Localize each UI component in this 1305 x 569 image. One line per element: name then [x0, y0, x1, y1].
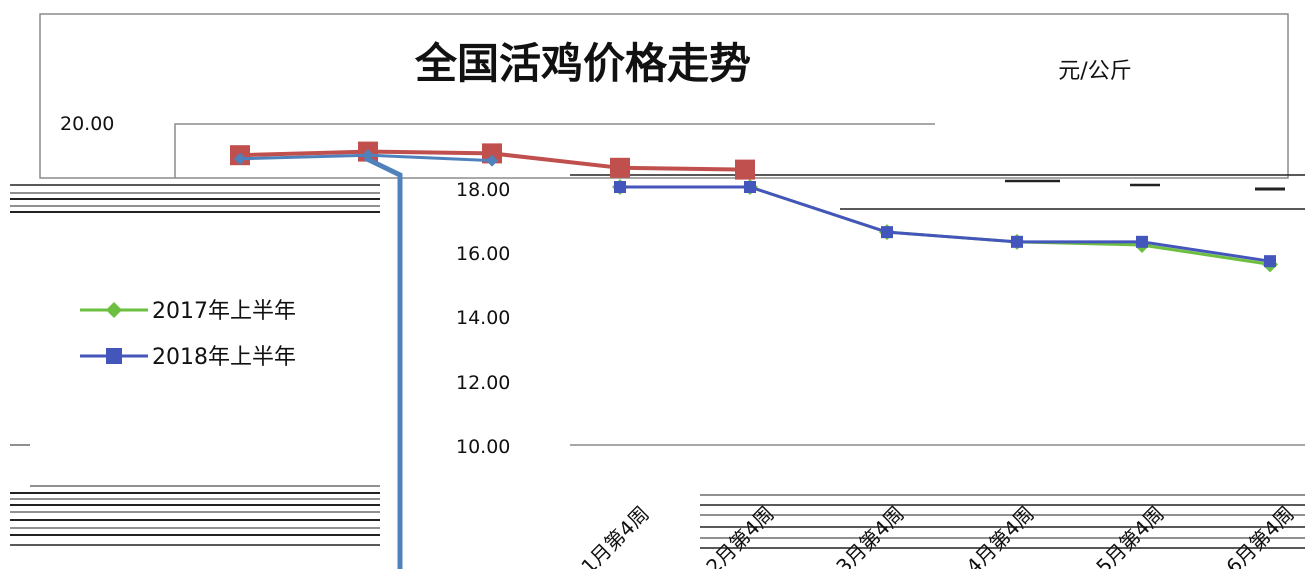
- overlay-point-1-0: [234, 152, 246, 165]
- series-point-1-4: [1136, 235, 1148, 248]
- legend-marker-2018: [106, 348, 122, 364]
- overlay-point-0-2: [482, 143, 502, 164]
- series-line-0: [620, 185, 1271, 266]
- glitch-lines: [10, 174, 1305, 549]
- y-tick-label: 10.00: [456, 436, 510, 458]
- legend-label-2017: 2017年上半年: [152, 299, 296, 324]
- overlay-layer: [230, 141, 755, 180]
- series-layer: [612, 179, 1278, 273]
- series-point-1-0: [614, 181, 626, 193]
- y-tick-label: 12.00: [456, 372, 510, 394]
- x-tick-label: 1月第4周: [576, 501, 653, 569]
- overlay-drop-line: [363, 155, 403, 569]
- series-point-1-1: [744, 181, 756, 193]
- legend: 2017年上半年 2018年上半年: [80, 299, 296, 370]
- overlay-point-1-2: [486, 154, 498, 167]
- x-tick-label: 3月第4周: [831, 501, 908, 569]
- series-point-1-5: [1264, 255, 1276, 268]
- chart-frame: [39, 13, 1289, 179]
- x-tick-label: 2月第4周: [701, 501, 778, 569]
- legend-marker-2017: [106, 302, 122, 318]
- x-tick-label: 4月第4周: [961, 501, 1038, 569]
- unit-label: 元/公斤: [1058, 59, 1131, 84]
- y-tick-label: 18.00: [456, 179, 510, 201]
- series-point-1-2: [881, 226, 893, 239]
- series-point-1-3: [1011, 235, 1023, 248]
- x-tick-label: 6月第4周: [1221, 501, 1298, 569]
- plot-frame: [174, 123, 935, 178]
- series-line-1: [620, 185, 1271, 263]
- legend-label-2018: 2018年上半年: [152, 345, 296, 370]
- y-tick-label: 16.00: [456, 243, 510, 265]
- overlay-point-0-4: [735, 159, 755, 180]
- y-tick-label: 14.00: [456, 307, 510, 329]
- overlay-point-0-3: [610, 157, 630, 178]
- x-tick-label: 5月第4周: [1091, 501, 1168, 569]
- y-tick-label: 20.00: [60, 113, 114, 135]
- chart-title: 全国活鸡价格走势: [414, 39, 751, 88]
